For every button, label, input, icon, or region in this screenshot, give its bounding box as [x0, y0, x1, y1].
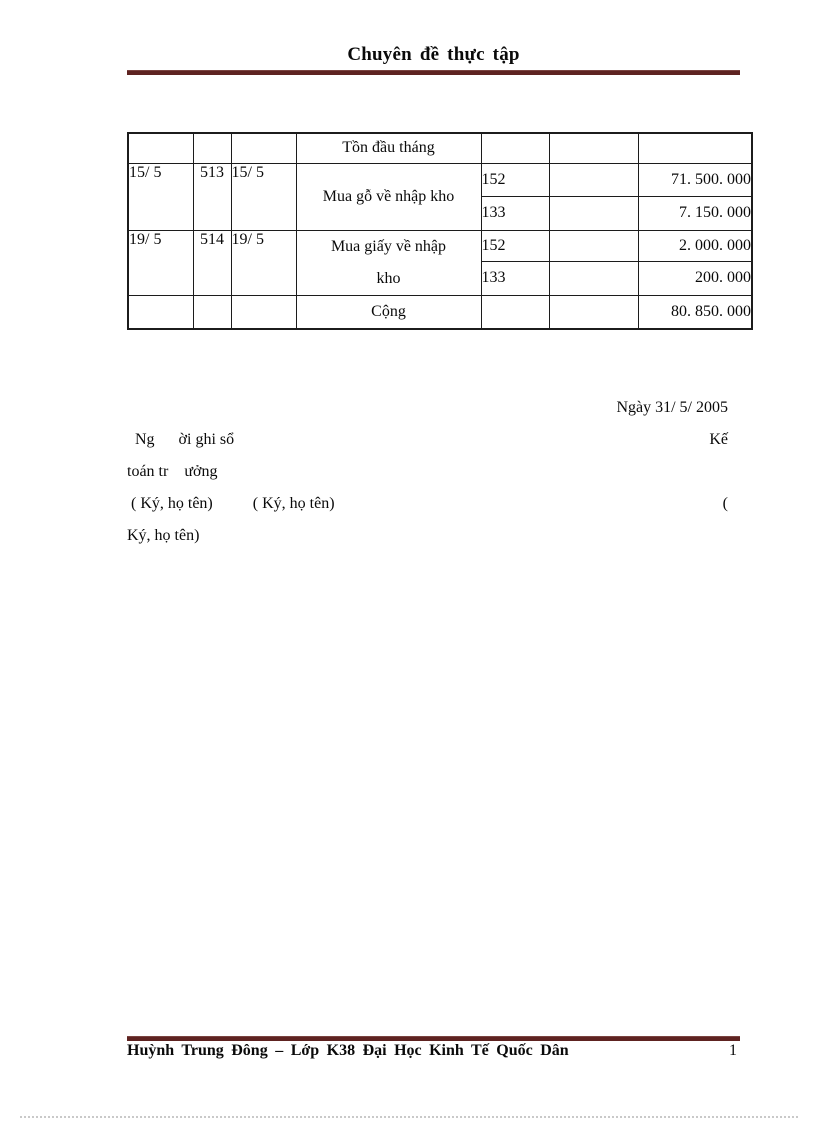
cell-empty — [548, 294, 639, 330]
entry2-date2: 19/ 5 — [230, 229, 297, 296]
scan-artifact-dotted-line — [20, 1116, 798, 1118]
cell-empty — [480, 294, 550, 330]
entry1-date: 15/ 5 — [127, 162, 194, 231]
cell-empty — [192, 132, 232, 164]
entry2-account-1: 152 — [480, 229, 550, 262]
cell-empty — [480, 132, 550, 164]
table-row-entry1-line1: 15/ 5 513 15/ 5 Mua gỗ về nhập kho 152 7… — [127, 162, 753, 231]
signature-date-row: Ngày 31/ 5/ 2005 — [127, 392, 728, 424]
sign-name-labels: ( Ký, họ tên) ( Ký, họ tên) — [127, 495, 335, 512]
signature-block: Ngày 31/ 5/ 2005 Ng ời ghi sổ Kế toán tr… — [127, 392, 728, 552]
cell-empty — [548, 162, 639, 197]
footer: Huỳnh Trung Đông – Lớp K38 Đại Học Kinh … — [127, 1042, 740, 1060]
signature-roles-row-2: toán tr ưởng — [127, 456, 728, 488]
entry1-account-1: 152 — [480, 162, 550, 197]
sign-name-label-open-paren: ( — [722, 495, 728, 512]
entry1-description: Mua gỗ về nhập kho — [295, 162, 482, 231]
entry2-date: 19/ 5 — [127, 229, 194, 296]
cell-empty — [548, 132, 639, 164]
page-number: 1 — [729, 1042, 737, 1059]
entry2-amount-1: 2. 000. 000 — [637, 229, 753, 262]
entry2-doc-no: 514 — [192, 229, 232, 296]
signature-date: Ngày 31/ 5/ 2005 — [616, 399, 728, 416]
cell-empty — [548, 260, 639, 296]
entry2-description-text: Mua giấy về nhập kho — [330, 237, 447, 287]
entry1-doc-no: 513 — [192, 162, 232, 231]
table-row-entry2-line1: 19/ 5 514 19/ 5 Mua giấy về nhập kho 152… — [127, 229, 753, 296]
header-rule — [127, 70, 740, 75]
table-row-total: Cộng 80. 850. 000 — [127, 294, 753, 330]
total-label: Cộng — [295, 294, 482, 330]
cell-empty — [230, 294, 297, 330]
table-row-entry2-line2: 133 200. 000 — [128, 260, 753, 296]
total-amount: 80. 850. 000 — [637, 294, 753, 330]
opening-balance-label: Tồn đầu tháng — [295, 132, 482, 164]
entry1-account-2: 133 — [480, 195, 550, 231]
signature-sign-row-1: ( Ký, họ tên) ( Ký, họ tên) ( — [127, 488, 728, 520]
page-title: Chuyên đề thực tập — [347, 44, 520, 65]
entry2-description: Mua giấy về nhập kho — [295, 229, 482, 296]
cell-empty — [127, 132, 194, 164]
cell-empty — [548, 195, 639, 231]
footer-author: Huỳnh Trung Đông – Lớp K38 Đại Học Kinh … — [127, 1042, 569, 1059]
cell-empty — [127, 294, 194, 330]
bookkeeper-label: Ng ời ghi sổ — [127, 431, 235, 448]
entry1-amount-2: 7. 150. 000 — [637, 195, 753, 231]
table-row-opening: Tồn đầu tháng — [127, 132, 753, 164]
ledger-table: Tồn đầu tháng 15/ 5 513 15/ 5 Mua gỗ về … — [127, 132, 753, 330]
chief-accountant-label-part2: toán tr ưởng — [127, 463, 218, 480]
cell-empty — [637, 132, 753, 164]
cell-empty — [192, 294, 232, 330]
entry1-date2: 15/ 5 — [230, 162, 297, 231]
entry2-account-2: 133 — [480, 260, 550, 296]
entry1-amount-1: 71. 500. 000 — [637, 162, 753, 197]
cell-empty — [230, 132, 297, 164]
signature-roles-row-1: Ng ời ghi sổ Kế — [127, 424, 728, 456]
cell-empty — [548, 229, 639, 262]
footer-rule — [127, 1036, 740, 1041]
entry2-amount-2: 200. 000 — [637, 260, 753, 296]
sign-name-label-continued: Ký, họ tên) — [127, 527, 200, 544]
chief-accountant-label-part1: Kế — [709, 431, 728, 448]
signature-sign-row-2: Ký, họ tên) — [127, 520, 728, 552]
